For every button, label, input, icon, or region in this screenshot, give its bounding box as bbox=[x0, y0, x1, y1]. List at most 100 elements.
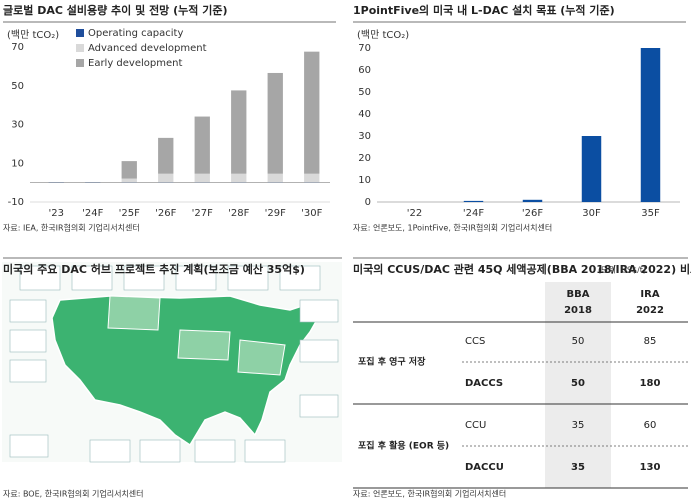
chart-title: 글로벌 DAC 설비용량 추이 및 전망 (누적 기준) bbox=[3, 3, 228, 17]
legend-swatch bbox=[76, 59, 84, 67]
cell: 35 bbox=[571, 462, 585, 473]
y-tick-label: 20 bbox=[358, 153, 371, 164]
y-tick-label: 10 bbox=[358, 175, 371, 186]
bar-segment bbox=[121, 161, 137, 179]
map-land bbox=[51, 295, 319, 447]
y-tick-label: 70 bbox=[358, 43, 371, 54]
bar bbox=[463, 200, 484, 202]
source: 자료: 언론보도, 한국IR협의회 기업리서치센터 bbox=[353, 489, 506, 499]
map-state bbox=[177, 329, 231, 361]
hub-box bbox=[71, 265, 113, 291]
x-tick-label: '24F bbox=[463, 208, 484, 219]
bar-segment bbox=[267, 173, 283, 183]
hub-box bbox=[299, 339, 339, 363]
cell: 130 bbox=[640, 462, 661, 473]
legend-swatch bbox=[76, 44, 84, 52]
hub-box bbox=[9, 329, 47, 353]
y-tick-label: 60 bbox=[358, 65, 371, 76]
hub-box bbox=[19, 265, 61, 291]
map-state bbox=[107, 295, 161, 331]
map-state bbox=[237, 339, 286, 376]
y-tick-label: 0 bbox=[365, 197, 371, 208]
hub-box bbox=[9, 299, 47, 323]
bar-segment bbox=[304, 51, 320, 174]
x-tick-label: '24F bbox=[82, 208, 103, 219]
y-tick-label: 50 bbox=[358, 87, 371, 98]
cell: 180 bbox=[640, 378, 661, 389]
y-tick-label: 70 bbox=[11, 42, 24, 53]
x-tick-label: '23 bbox=[49, 208, 64, 219]
hub-box bbox=[175, 265, 217, 291]
bar-segment bbox=[304, 173, 320, 183]
column-shade bbox=[545, 282, 611, 488]
bar-segment bbox=[267, 72, 283, 174]
x-tick-label: '29F bbox=[265, 208, 286, 219]
y-tick-label: 30 bbox=[11, 120, 24, 131]
x-tick-label: '26F bbox=[522, 208, 543, 219]
hub-box bbox=[279, 265, 321, 291]
hub-box bbox=[89, 439, 131, 463]
source: 자료: IEA, 한국IR협의회 기업리서치센터 bbox=[3, 223, 140, 233]
row-label: CCU bbox=[465, 420, 486, 431]
hub-box bbox=[299, 299, 339, 323]
bar-segment bbox=[158, 137, 174, 174]
bar bbox=[581, 136, 602, 202]
x-tick-label: '27F bbox=[192, 208, 213, 219]
cell: 50 bbox=[572, 336, 585, 347]
legend-label: Advanced development bbox=[88, 43, 207, 54]
row-label: CCS bbox=[465, 336, 485, 347]
group-label: 포집 후 활용 (EOR 등) bbox=[358, 440, 449, 452]
hub-box bbox=[9, 359, 47, 383]
table-title: 미국의 CCUS/DAC 관련 45Q 세액공제(BBA 2018/IRA 20… bbox=[353, 262, 691, 276]
x-tick-label: '22 bbox=[407, 208, 422, 219]
column-header: 2018 bbox=[564, 305, 592, 316]
column-header: 2022 bbox=[636, 305, 664, 316]
x-tick-label: '28F bbox=[228, 208, 249, 219]
x-tick-label: '30F bbox=[301, 208, 322, 219]
legend-swatch bbox=[76, 29, 84, 37]
hub-box bbox=[244, 439, 286, 463]
x-tick-label: '25F bbox=[119, 208, 140, 219]
source: 자료: 언론보도, 1PointFive, 한국IR협의회 기업리서치센터 bbox=[353, 223, 552, 233]
column-header: BBA bbox=[567, 289, 590, 300]
bar bbox=[640, 48, 661, 202]
cell: 85 bbox=[644, 336, 657, 347]
x-tick-label: '26F bbox=[155, 208, 176, 219]
bar-segment bbox=[121, 178, 137, 183]
hub-box bbox=[9, 434, 49, 458]
hub-box bbox=[123, 265, 165, 291]
chart-title: 1PointFive의 미국 내 L-DAC 설치 목표 (누적 기준) bbox=[353, 3, 615, 17]
bar-segment bbox=[194, 173, 210, 183]
y-tick-label: -10 bbox=[8, 197, 24, 208]
column-header: IRA bbox=[640, 289, 659, 300]
bar-segment bbox=[231, 90, 247, 174]
hub-box bbox=[194, 439, 236, 463]
y-tick-label: 50 bbox=[11, 81, 24, 92]
hub-box bbox=[227, 265, 269, 291]
cell: 50 bbox=[571, 378, 585, 389]
cell: 35 bbox=[572, 420, 585, 431]
legend-label: Early development bbox=[88, 58, 182, 69]
hub-box bbox=[299, 394, 339, 418]
bar-segment bbox=[158, 173, 174, 183]
unit-label: (백만 tCO₂) bbox=[357, 29, 409, 41]
bar bbox=[522, 199, 543, 202]
y-tick-label: 40 bbox=[358, 109, 371, 120]
table-unit: (단위: US$/t) bbox=[598, 265, 646, 275]
y-tick-label: 10 bbox=[11, 158, 24, 169]
row-label: DACCU bbox=[465, 462, 504, 473]
map-title: 미국의 주요 DAC 허브 프로젝트 추진 계획(보조금 예산 35억$) bbox=[3, 262, 305, 276]
bar-segment bbox=[194, 116, 210, 174]
row-label: DACCS bbox=[465, 378, 503, 389]
cell: 60 bbox=[644, 420, 657, 431]
group-label: 포집 후 영구 저장 bbox=[358, 356, 426, 368]
x-tick-label: 30F bbox=[582, 208, 601, 219]
y-tick-label: 30 bbox=[358, 131, 371, 142]
unit-label: (백만 tCO₂) bbox=[7, 29, 59, 41]
legend-label: Operating capacity bbox=[88, 28, 183, 39]
us-map bbox=[2, 262, 342, 463]
hub-box bbox=[139, 439, 181, 463]
x-tick-label: 35F bbox=[641, 208, 660, 219]
bar-segment bbox=[231, 173, 247, 183]
